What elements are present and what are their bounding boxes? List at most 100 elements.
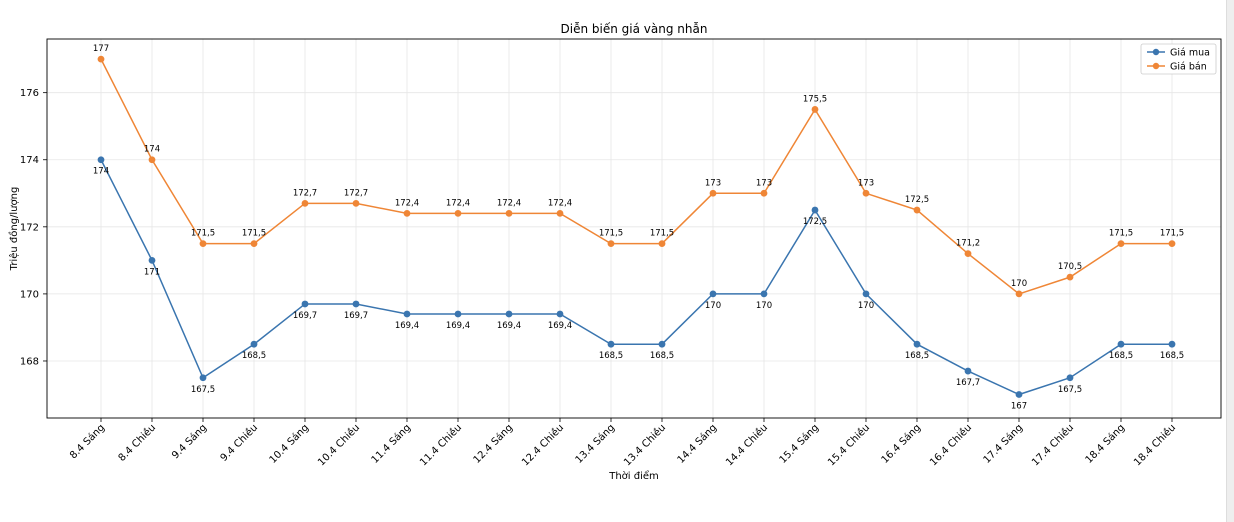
- x-tick-label: 10.4 Sáng: [267, 422, 311, 466]
- x-tick-label: 13.4 Chiều: [621, 422, 668, 469]
- data-point: [913, 206, 921, 214]
- data-point: [454, 210, 462, 217]
- data-point: [352, 300, 360, 308]
- x-tick-label: 11.4 Chiều: [417, 422, 464, 469]
- data-label: 168,5: [242, 351, 266, 361]
- data-point: [964, 250, 972, 258]
- chart-title: Diễn biến giá vàng nhẫn: [561, 22, 708, 36]
- data-point: [607, 240, 615, 247]
- data-label: 170: [1011, 279, 1027, 289]
- data-label: 168,5: [1160, 351, 1184, 361]
- data-label: 168,5: [1109, 351, 1133, 361]
- data-point: [148, 256, 156, 264]
- data-point: [1066, 374, 1074, 382]
- data-point: [556, 210, 564, 217]
- data-point: [301, 300, 309, 308]
- data-point: [658, 240, 666, 247]
- y-tick-label: 168: [20, 356, 39, 367]
- data-label: 171,5: [599, 229, 623, 239]
- data-label: 172,7: [344, 188, 368, 198]
- data-point: [811, 106, 819, 113]
- data-point: [505, 310, 513, 318]
- data-label: 167,5: [191, 385, 215, 395]
- x-tick-label: 16.4 Sáng: [879, 422, 923, 466]
- x-tick-label: 14.4 Chiều: [723, 422, 770, 469]
- y-tick-label: 170: [20, 289, 39, 300]
- data-point: [199, 240, 207, 247]
- y-tick-label: 174: [20, 155, 39, 166]
- series-line-gia-ban: [100, 58, 1172, 295]
- data-point: [1066, 273, 1074, 281]
- data-label: 169,4: [497, 321, 521, 331]
- x-tick-label: 8.4 Sáng: [67, 422, 107, 462]
- x-tick-label: 12.4 Sáng: [471, 422, 515, 466]
- data-label: 172,4: [446, 198, 470, 208]
- data-point: [1117, 340, 1125, 348]
- x-tick-label: 8.4 Chiều: [116, 422, 158, 464]
- data-label: 170: [705, 301, 721, 311]
- data-point: [148, 156, 156, 164]
- data-label: 171,5: [191, 229, 215, 239]
- data-label: 168,5: [905, 351, 929, 361]
- x-tick-label: 17.4 Sáng: [981, 422, 1025, 466]
- x-tick-label: 12.4 Chiều: [519, 422, 566, 469]
- data-label: 168,5: [650, 351, 674, 361]
- data-point: [250, 340, 258, 348]
- data-label: 170: [858, 301, 874, 311]
- x-tick-label: 17.4 Chiều: [1029, 422, 1076, 469]
- legend-marker: [1152, 62, 1160, 70]
- data-label: 168,5: [599, 351, 623, 361]
- data-point: [760, 290, 768, 298]
- data-label: 172,7: [293, 188, 317, 198]
- data-label: 172,5: [905, 195, 929, 205]
- data-point: [964, 367, 972, 375]
- legend-marker: [1152, 48, 1160, 56]
- data-label: 171,5: [242, 229, 266, 239]
- x-tick-label: 14.4 Sáng: [675, 422, 719, 466]
- x-axis-label: Thời điểm: [608, 469, 659, 482]
- legend-entry: Giá mua: [1170, 48, 1210, 59]
- x-tick-label: 9.4 Sáng: [169, 422, 209, 462]
- data-label: 169,4: [395, 321, 419, 331]
- data-label: 172,5: [803, 217, 827, 227]
- data-point: [913, 340, 921, 348]
- y-tick-label: 176: [20, 88, 39, 99]
- data-point: [352, 199, 360, 207]
- data-point: [607, 340, 615, 348]
- data-point: [403, 210, 411, 217]
- data-label: 167,5: [1058, 385, 1082, 395]
- data-label: 169,7: [344, 311, 368, 321]
- data-point: [454, 310, 462, 318]
- data-point: [505, 210, 513, 217]
- data-point: [97, 55, 105, 63]
- x-tick-label: 18.4 Chiều: [1131, 422, 1178, 469]
- data-point: [403, 310, 411, 318]
- data-point: [199, 374, 207, 382]
- data-point: [760, 189, 768, 197]
- data-label: 171: [144, 267, 160, 277]
- x-tick-label: 18.4 Sáng: [1083, 422, 1127, 466]
- data-label: 173: [756, 178, 772, 188]
- x-tick-label: 11.4 Sáng: [369, 422, 413, 466]
- y-axis-label: Triệu đồng/lượng: [8, 187, 20, 272]
- data-point: [97, 156, 105, 164]
- data-label: 174: [93, 167, 109, 177]
- data-label: 171,2: [956, 239, 980, 249]
- data-point: [862, 290, 870, 298]
- x-tick-label: 15.4 Sáng: [777, 422, 821, 466]
- y-tick-label: 172: [20, 222, 39, 233]
- data-point: [250, 240, 258, 247]
- data-label: 173: [858, 178, 874, 188]
- data-label: 172,4: [497, 198, 521, 208]
- data-label: 169,7: [293, 311, 317, 321]
- data-label: 173: [705, 178, 721, 188]
- x-tick-label: 15.4 Chiều: [825, 422, 872, 469]
- plot-area-border: [46, 38, 1222, 419]
- data-label: 172,4: [395, 198, 419, 208]
- legend-entry: Giá bán: [1170, 62, 1207, 73]
- data-label: 171,5: [1109, 229, 1133, 239]
- data-point: [1168, 340, 1176, 348]
- data-point: [556, 310, 564, 318]
